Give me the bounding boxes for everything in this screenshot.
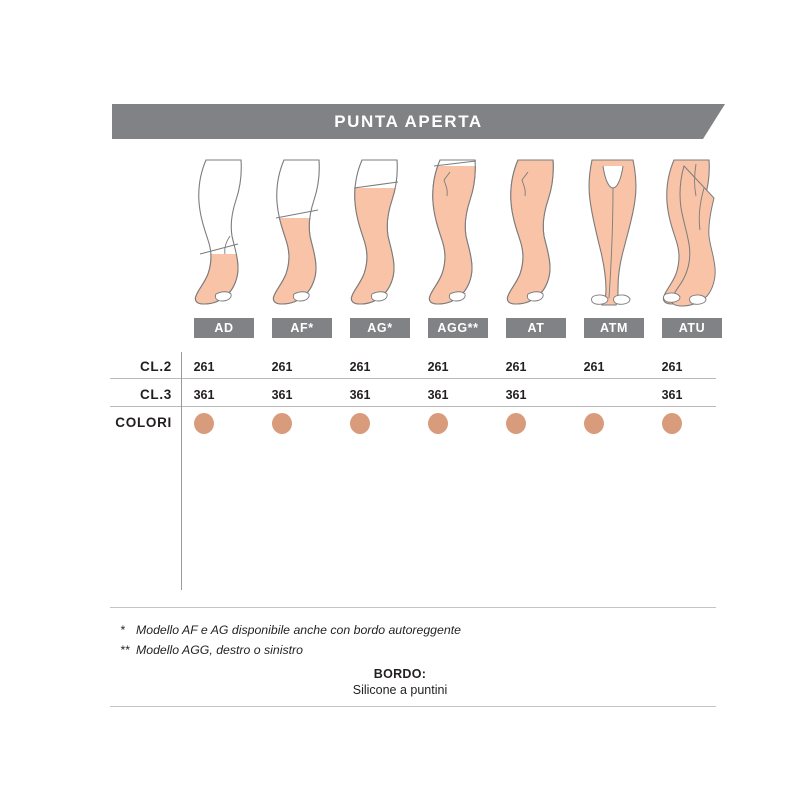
color-swatch-at[interactable] xyxy=(506,413,526,434)
cell-cl2-at: 261 xyxy=(505,360,527,374)
footnote-text-1: Modello AF e AG disponibile anche con bo… xyxy=(136,623,461,637)
footnote-2: ** Modello AGG, destro o sinistro xyxy=(120,640,720,660)
figure-agg xyxy=(420,158,496,310)
cell-cl2-agg: 261 xyxy=(427,360,449,374)
spec-table: CL.2 261 261 261 261 261 261 261 CL.3 361 361 361 36… xyxy=(110,352,716,592)
figure-atm xyxy=(576,158,652,310)
model-label-ad[interactable]: AD xyxy=(194,318,254,338)
cell-cl2-ad: 261 xyxy=(193,360,215,374)
figure-atu xyxy=(654,158,730,310)
footnote-marker-2: ** xyxy=(120,643,130,657)
figure-ad xyxy=(186,158,262,310)
color-swatch-af[interactable] xyxy=(272,413,292,434)
bottom-divider xyxy=(110,706,716,707)
row-header-cl2: CL.2 xyxy=(139,359,172,374)
cell-cl3-agg: 361 xyxy=(427,388,449,402)
page-title: PUNTA APERTA xyxy=(334,111,483,131)
color-swatch-atm[interactable] xyxy=(584,413,604,434)
color-swatch-agg[interactable] xyxy=(428,413,448,434)
cell-cl3-ag: 361 xyxy=(349,388,371,402)
model-label-at[interactable]: AT xyxy=(506,318,566,338)
cell-cl2-ag: 261 xyxy=(349,360,371,374)
bordo-title: BORDO: xyxy=(373,667,427,681)
color-swatch-atu[interactable] xyxy=(662,413,682,434)
table-divider-2 xyxy=(110,406,716,407)
footnote-1: * Modello AF e AG disponibile anche con b… xyxy=(120,620,720,640)
cell-cl3-ad: 361 xyxy=(193,388,215,402)
bordo-description: Silicone a puntini xyxy=(352,683,448,697)
table-header-divider xyxy=(181,352,182,590)
cell-cl2-atm: 261 xyxy=(583,360,605,374)
cell-cl2-atu: 261 xyxy=(661,360,683,374)
row-header-cl3: CL.3 xyxy=(139,387,172,402)
cell-cl3-af: 361 xyxy=(271,388,293,402)
figure-at xyxy=(498,158,574,310)
figure-ag xyxy=(342,158,418,310)
model-label-af[interactable]: AF* xyxy=(272,318,332,338)
banner: PUNTA APERTA xyxy=(112,104,725,139)
model-label-ag[interactable]: AG* xyxy=(350,318,410,338)
cell-cl2-af: 261 xyxy=(271,360,293,374)
cell-cl3-at: 361 xyxy=(505,388,527,402)
model-label-agg[interactable]: AGG** xyxy=(428,318,488,338)
model-label-atm[interactable]: ATM xyxy=(584,318,644,338)
bordo-block: BORDO: Silicone a puntini xyxy=(0,666,800,699)
figure-row xyxy=(186,158,721,310)
footnote-list: * Modello AF e AG disponibile anche con b… xyxy=(120,620,720,660)
table-divider-1 xyxy=(110,378,716,379)
color-swatch-ad[interactable] xyxy=(194,413,214,434)
row-header-colori: COLORI xyxy=(115,415,172,430)
cell-cl3-atu: 361 xyxy=(661,388,683,402)
footnote-divider xyxy=(110,607,716,608)
model-label-atu[interactable]: ATU xyxy=(662,318,722,338)
color-swatch-ag[interactable] xyxy=(350,413,370,434)
figure-af xyxy=(264,158,340,310)
footnote-text-2: Modello AGG, destro o sinistro xyxy=(136,643,303,657)
model-label-row: AD AF* AG* AGG** AT ATM ATU xyxy=(186,318,722,339)
footnote-marker-1: * xyxy=(120,623,125,637)
